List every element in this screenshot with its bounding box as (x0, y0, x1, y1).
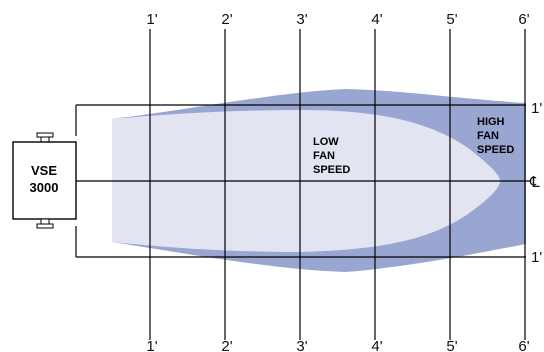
bottom-distance-label-6: 6' (518, 338, 529, 352)
top-distance-label-4: 4' (371, 11, 382, 28)
top-distance-label-3: 3' (296, 11, 307, 28)
top-distance-label-5: 5' (446, 11, 457, 28)
bottom-distance-label-2: 2' (221, 338, 232, 352)
high-fan-speed-label-line1: HIGH (477, 116, 505, 128)
bottom-distance-label-3: 3' (296, 338, 307, 352)
high-fan-speed-label-line2: FAN (477, 130, 499, 142)
high-fan-speed-label-line3: SPEED (477, 144, 514, 156)
bottom-distance-label-1: 1' (146, 338, 157, 352)
top-distance-label-1: 1' (146, 11, 157, 28)
coverage-boundary (75, 104, 526, 258)
low-fan-speed-label-line2: FAN (313, 150, 335, 162)
unit-top-stem (40, 136, 50, 143)
top-distance-label-6: 6' (518, 11, 529, 28)
unit-body (12, 141, 77, 220)
bottom-distance-label-4: 4' (371, 338, 382, 352)
upper-side-label: 1' (531, 100, 542, 117)
distance-lines (149, 29, 526, 340)
lower-side-label: 1' (531, 249, 542, 266)
unit-bottom-bracket (36, 223, 54, 229)
unit-bottom-stem (40, 218, 50, 225)
centerline-symbol: ℄ (529, 174, 540, 191)
bottom-distance-label-5: 5' (446, 338, 457, 352)
unit-model-line1: VSE (31, 163, 57, 178)
unit-model-line2: 3000 (30, 180, 59, 195)
vse-unit: VSE 3000 (12, 132, 77, 229)
unit-top-bracket (36, 132, 54, 138)
low-fan-speed-label-line3: SPEED (313, 164, 350, 176)
top-distance-label-2: 2' (221, 11, 232, 28)
low-fan-speed-label-line1: LOW (313, 136, 339, 148)
